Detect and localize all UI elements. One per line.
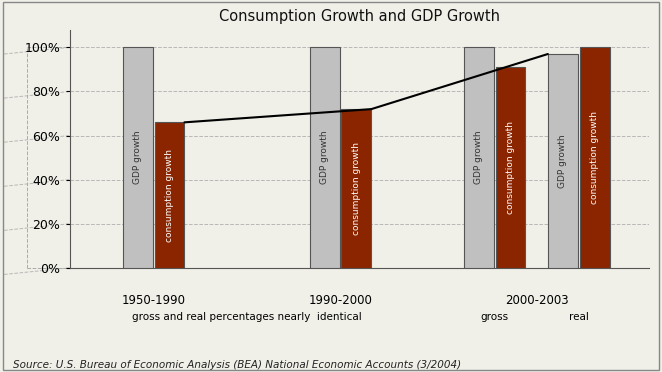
- Bar: [154, 122, 185, 268]
- Bar: [580, 47, 610, 268]
- Text: GDP growth: GDP growth: [558, 134, 567, 188]
- Text: 1950-1990: 1950-1990: [122, 294, 185, 307]
- Text: gross: gross: [481, 312, 508, 322]
- Text: real: real: [569, 312, 589, 322]
- Text: 2000-2003: 2000-2003: [505, 294, 569, 307]
- Bar: [342, 109, 371, 268]
- Text: GDP growth: GDP growth: [133, 131, 142, 185]
- Text: Source: U.S. Bureau of Economic Analysis (BEA) National Economic Accounts (3/200: Source: U.S. Bureau of Economic Analysis…: [13, 360, 461, 370]
- Text: 1990-2000: 1990-2000: [308, 294, 373, 307]
- Text: consumption growth: consumption growth: [506, 121, 515, 214]
- Text: GDP growth: GDP growth: [474, 131, 483, 185]
- Bar: [464, 47, 494, 268]
- Text: consumption growth: consumption growth: [352, 142, 361, 235]
- Text: consumption growth: consumption growth: [165, 148, 174, 241]
- Bar: [548, 54, 578, 268]
- Text: gross and real percentages nearly  identical: gross and real percentages nearly identi…: [132, 312, 362, 322]
- Title: Consumption Growth and GDP Growth: Consumption Growth and GDP Growth: [218, 9, 500, 25]
- Bar: [310, 47, 340, 268]
- Text: consumption growth: consumption growth: [590, 111, 599, 204]
- Bar: [122, 47, 153, 268]
- Text: GDP growth: GDP growth: [320, 131, 329, 185]
- Bar: [496, 67, 526, 268]
